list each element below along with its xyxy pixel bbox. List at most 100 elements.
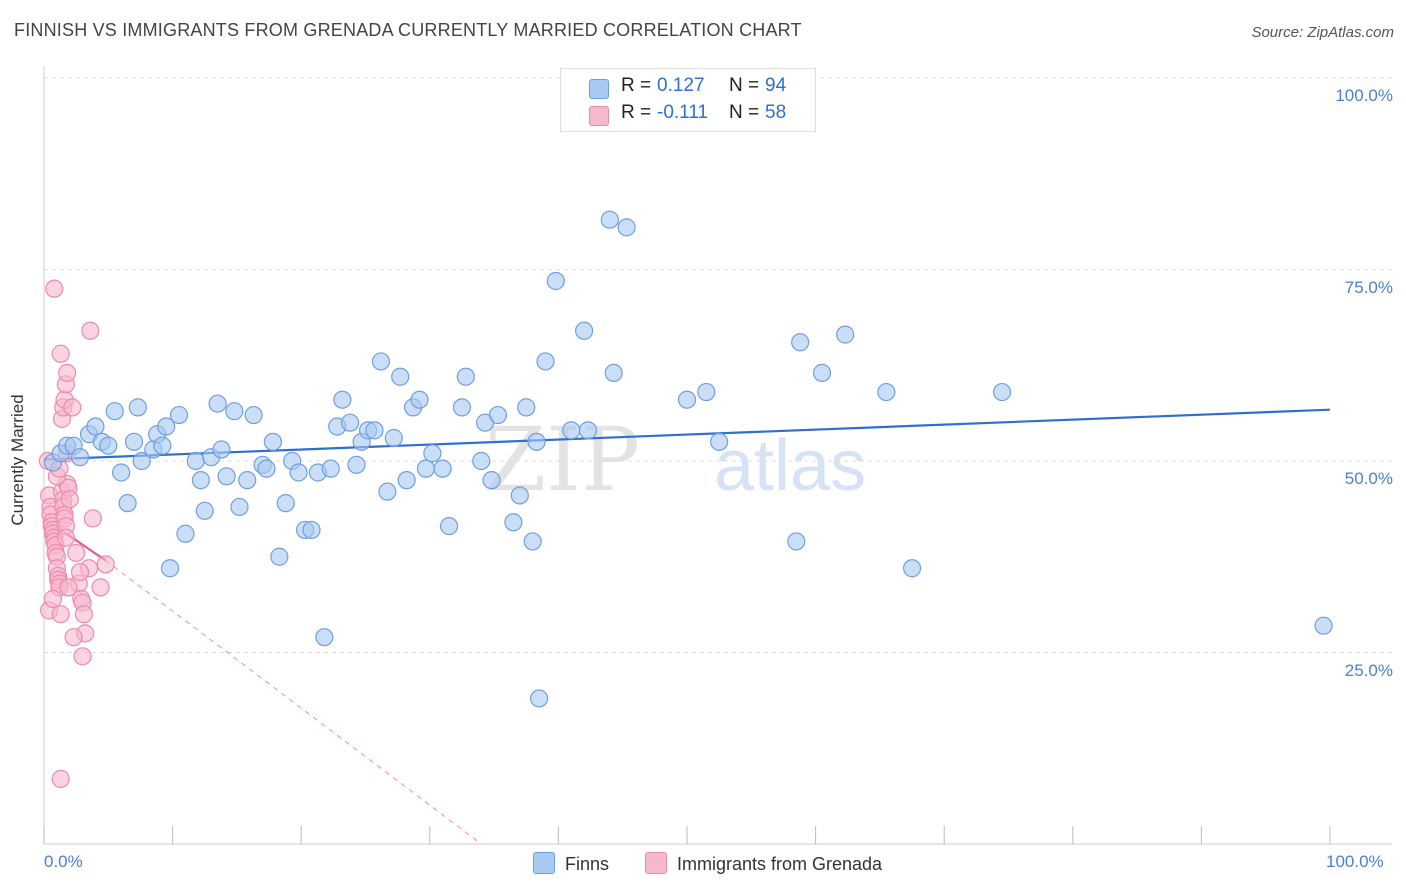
data-point-finns <box>530 689 549 708</box>
data-point-finns <box>176 524 195 543</box>
data-point-finns <box>546 271 565 291</box>
r-label: R = <box>621 102 652 123</box>
data-point-grenada <box>67 543 86 563</box>
trend-extension-grenada <box>105 560 482 845</box>
data-point-grenada <box>63 398 82 417</box>
data-point-finns <box>1314 616 1333 635</box>
data-point-finns <box>347 455 366 474</box>
n-label: N = <box>729 75 760 96</box>
data-point-finns <box>340 413 360 432</box>
data-point-finns <box>225 402 244 421</box>
trend-lines <box>43 408 1331 845</box>
watermark: ZIP atlas <box>485 408 866 511</box>
data-point-grenada <box>91 578 110 597</box>
r-label: R = <box>621 75 652 96</box>
data-point-grenada <box>70 562 90 582</box>
data-point-finns <box>191 471 210 490</box>
data-point-finns <box>536 352 555 371</box>
data-point-finns <box>124 432 144 451</box>
data-point-finns <box>791 333 810 352</box>
data-point-finns <box>877 382 896 402</box>
legend-item-finns[interactable]: Finns <box>533 852 609 875</box>
grid-lines <box>44 77 1392 653</box>
data-point-finns <box>86 417 105 436</box>
data-point-finns <box>992 382 1012 402</box>
data-point-finns <box>128 398 147 417</box>
data-point-finns <box>378 482 397 501</box>
data-point-finns <box>263 432 283 451</box>
data-point-finns <box>302 520 321 540</box>
chart-title: FINNISH VS IMMIGRANTS FROM GRENADA CURRE… <box>14 20 802 40</box>
legend-item-grenada[interactable]: Immigrants from Grenada <box>645 852 882 875</box>
data-point-finns <box>384 428 403 448</box>
data-point-finns <box>439 517 459 536</box>
stats-row-grenada: R = -0.111 N = 58 <box>561 102 815 128</box>
data-point-finns <box>99 436 118 455</box>
trend-line-finns <box>43 408 1331 461</box>
data-point-finns <box>523 532 542 551</box>
finns-swatch <box>589 79 609 99</box>
data-point-finns <box>230 497 249 517</box>
data-point-grenada <box>81 321 100 340</box>
data-point-grenada <box>51 344 70 363</box>
data-point-finns <box>208 394 227 413</box>
x-tick-label-max: 100.0% <box>1326 852 1384 871</box>
y-tick-label: 25.0% <box>1344 660 1393 680</box>
data-point-finns <box>70 448 90 467</box>
watermark-atlas: atlas <box>714 426 866 506</box>
n-value: 94 <box>765 75 787 96</box>
data-point-finns <box>397 471 416 490</box>
data-point-finns <box>315 628 334 647</box>
data-point-finns <box>289 463 308 482</box>
data-point-finns <box>270 547 289 566</box>
data-point-grenada <box>83 509 102 528</box>
legend-label-grenada: Immigrants from Grenada <box>677 854 883 874</box>
watermark-zip: ZIP <box>485 408 640 511</box>
data-point-finns <box>321 459 340 478</box>
data-point-finns <box>238 471 257 490</box>
data-point-finns <box>836 325 855 344</box>
data-point-grenada <box>59 578 78 597</box>
data-point-grenada <box>64 628 83 647</box>
data-point-finns <box>578 421 598 440</box>
data-point-finns <box>517 398 536 417</box>
data-point-finns <box>472 451 491 471</box>
data-point-finns <box>186 451 205 471</box>
points-finns <box>43 210 1333 708</box>
data-point-finns <box>902 559 922 578</box>
y-tick-label: 75.0% <box>1344 277 1393 297</box>
points-grenada <box>38 279 115 788</box>
data-point-finns <box>153 436 172 455</box>
data-point-finns <box>433 459 452 478</box>
data-point-finns <box>132 451 151 471</box>
x-tick-label-min: 0.0% <box>44 852 83 871</box>
data-point-finns <box>160 559 180 578</box>
data-point-finns <box>118 494 137 513</box>
data-point-finns <box>257 459 276 478</box>
stats-legend: R = 0.127 N = 94 R = -0.111 N = 58 <box>560 68 816 132</box>
finns-legend-swatch <box>533 852 555 874</box>
data-point-grenada <box>58 363 77 383</box>
n-label: N = <box>729 102 760 123</box>
data-point-finns <box>527 432 546 451</box>
data-point-finns <box>456 367 475 386</box>
source-label: Source: ZipAtlas.com <box>1251 24 1394 41</box>
data-point-grenada <box>51 769 70 788</box>
data-point-finns <box>482 471 501 490</box>
data-point-grenada <box>51 605 70 624</box>
legend-label-finns: Finns <box>565 854 610 874</box>
data-point-finns <box>787 532 806 551</box>
data-point-finns <box>488 405 508 425</box>
y-tick-label: 50.0% <box>1344 469 1393 488</box>
data-point-finns <box>562 421 581 440</box>
data-point-finns <box>195 501 214 520</box>
stats-row-finns: R = 0.127 N = 94 <box>561 75 815 101</box>
data-point-finns <box>677 390 697 409</box>
data-point-finns <box>812 363 832 383</box>
n-value: 58 <box>765 102 787 123</box>
data-point-finns <box>600 210 619 229</box>
r-value: -0.111 <box>657 102 709 123</box>
data-point-grenada <box>60 490 79 509</box>
data-point-finns <box>333 390 352 409</box>
